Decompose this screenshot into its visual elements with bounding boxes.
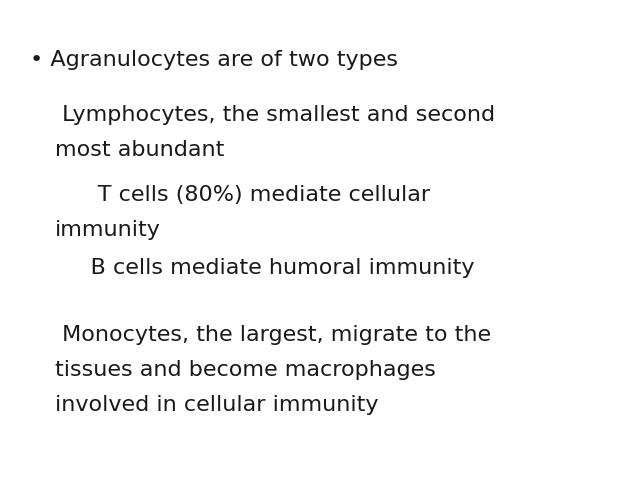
Text: immunity: immunity — [55, 220, 161, 240]
Text: most abundant: most abundant — [55, 140, 225, 160]
Text: Monocytes, the largest, migrate to the: Monocytes, the largest, migrate to the — [55, 325, 491, 345]
Text: • Agranulocytes are of two types: • Agranulocytes are of two types — [30, 50, 398, 70]
Text: Lymphocytes, the smallest and second: Lymphocytes, the smallest and second — [55, 105, 495, 125]
Text: involved in cellular immunity: involved in cellular immunity — [55, 395, 378, 415]
Text: T cells (80%) mediate cellular: T cells (80%) mediate cellular — [55, 185, 430, 205]
Text: tissues and become macrophages: tissues and become macrophages — [55, 360, 436, 380]
Text: B cells mediate humoral immunity: B cells mediate humoral immunity — [55, 258, 474, 278]
